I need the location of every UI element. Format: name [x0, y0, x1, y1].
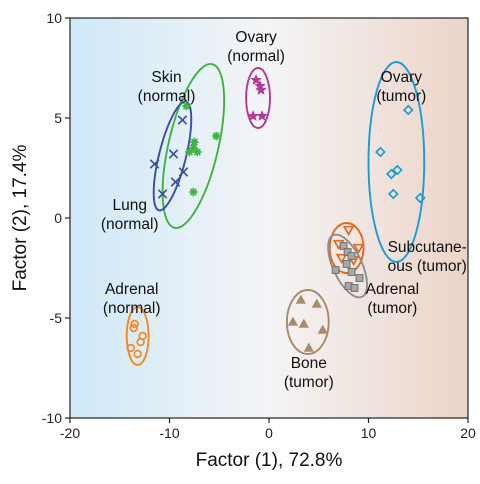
lung-normal-point	[178, 167, 189, 177]
bone-tumor-point	[295, 294, 306, 304]
ovary-tumor-ellipse	[367, 61, 426, 263]
adrenal-normal-point	[130, 319, 139, 329]
skin-normal-point	[189, 143, 198, 153]
adrenal-tumor-point	[339, 242, 348, 250]
cluster-label-line: Subcutane-	[388, 239, 467, 256]
cluster-label-line: (normal)	[138, 88, 196, 105]
adrenal-normal-point	[129, 323, 138, 333]
cluster-label-line: Adrenal	[105, 281, 158, 298]
bone-tumor-point	[311, 298, 322, 308]
skin-normal-point	[182, 101, 191, 111]
adrenal-tumor-point	[350, 284, 359, 292]
subcutaneous-tumor-ellipse	[328, 222, 365, 274]
cluster-label-line: Ovary	[235, 29, 277, 46]
lung-normal-point	[170, 177, 181, 187]
y-tick-label: -5	[50, 310, 63, 326]
cluster-label: Ovary (tumor)	[376, 69, 426, 105]
cluster-label-line: (tumor)	[284, 374, 334, 391]
cluster-label: Lung (normal)	[101, 197, 159, 233]
data-points	[126, 74, 426, 359]
lung-normal-ellipse	[152, 100, 193, 212]
cluster-label-line: Ovary	[381, 69, 423, 86]
x-tick-label: 20	[460, 425, 476, 441]
adrenal-normal-point	[136, 337, 145, 347]
cluster-ellipses	[125, 61, 426, 366]
x-tick-label: 10	[361, 425, 377, 441]
adrenal-tumor-point	[347, 268, 356, 276]
y-tick-label: -10	[42, 410, 62, 426]
cluster-label: Bone (tumor)	[284, 355, 334, 391]
skin-normal-point	[185, 147, 194, 157]
adrenal-tumor-point	[342, 260, 351, 268]
cluster-label-line: Skin	[151, 69, 181, 86]
cluster-label-line: (tumor)	[376, 88, 426, 105]
ovary-tumor-point	[375, 146, 386, 158]
skin-normal-point	[193, 147, 202, 157]
adrenal-tumor-point	[343, 248, 352, 256]
adrenal-tumor-point	[355, 274, 364, 282]
ovary-normal-point	[256, 110, 268, 121]
x-tick-label: -20	[60, 425, 80, 441]
cluster-label: Skin (normal)	[138, 69, 196, 105]
cluster-label: Ovary (normal)	[227, 29, 285, 65]
ovary-tumor-point	[387, 188, 399, 200]
adrenal-tumor-point	[347, 252, 356, 260]
adrenal-normal-point	[126, 343, 135, 353]
bone-tumor-point	[317, 324, 328, 334]
bone-tumor-ellipse	[285, 289, 330, 355]
lung-normal-point	[157, 189, 168, 199]
cluster-label-line: (normal)	[227, 48, 285, 65]
skin-normal-point	[190, 137, 199, 147]
bone-tumor-point	[287, 316, 298, 326]
ovary-tumor-point	[402, 104, 414, 116]
cluster-label-line: Adrenal	[366, 281, 419, 298]
cluster-label: Subcutane-ous (tumor)	[388, 239, 467, 275]
cluster-label-line: (normal)	[101, 216, 159, 233]
cluster-label-line: ous (tumor)	[388, 258, 467, 275]
y-tick-label: 10	[46, 10, 62, 26]
y-tick-label: 0	[54, 210, 62, 226]
lung-normal-point	[168, 149, 179, 159]
skin-normal-point	[189, 187, 198, 197]
y-axis-title: Factor (2), 17.4%	[10, 145, 31, 292]
skin-normal-ellipse	[161, 63, 226, 229]
y-tick-label: 5	[54, 110, 62, 126]
adrenal-tumor-point	[331, 266, 340, 274]
cluster-label-line: (tumor)	[367, 300, 417, 317]
cluster-label-line: (normal)	[103, 300, 161, 317]
lung-normal-point	[177, 115, 188, 125]
ovary-tumor-point	[391, 164, 403, 176]
cluster-labels: Ovary (normal) Skin (normal) Ovary (tumor) Lun…	[101, 29, 467, 391]
cluster-label: Adrenal (normal)	[103, 281, 161, 317]
bone-tumor-point	[303, 342, 314, 352]
skin-normal-point	[212, 131, 221, 141]
adrenal-normal-ellipse	[125, 306, 150, 366]
subcutaneous-tumor-point	[352, 243, 365, 254]
cluster-label-line: Lung	[112, 197, 146, 214]
ovary-tumor-point	[385, 168, 397, 180]
bone-tumor-point	[298, 318, 309, 328]
cluster-label: Adrenal (tumor)	[366, 281, 419, 317]
x-tick-label: 0	[265, 425, 273, 441]
ovary-normal-point	[255, 83, 267, 95]
ovary-normal-ellipse	[245, 67, 271, 129]
x-axis-title: Factor (1), 72.8%	[196, 450, 343, 471]
cluster-label-line: Bone	[291, 355, 327, 372]
adrenal-normal-point	[133, 349, 142, 359]
subcutaneous-tumor-point	[335, 253, 348, 264]
subcutaneous-tumor-point	[342, 225, 355, 236]
ovary-normal-point	[250, 74, 262, 85]
lung-normal-point	[149, 159, 160, 169]
ovary-tumor-point	[414, 192, 426, 204]
x-tick-label: -10	[159, 425, 179, 441]
